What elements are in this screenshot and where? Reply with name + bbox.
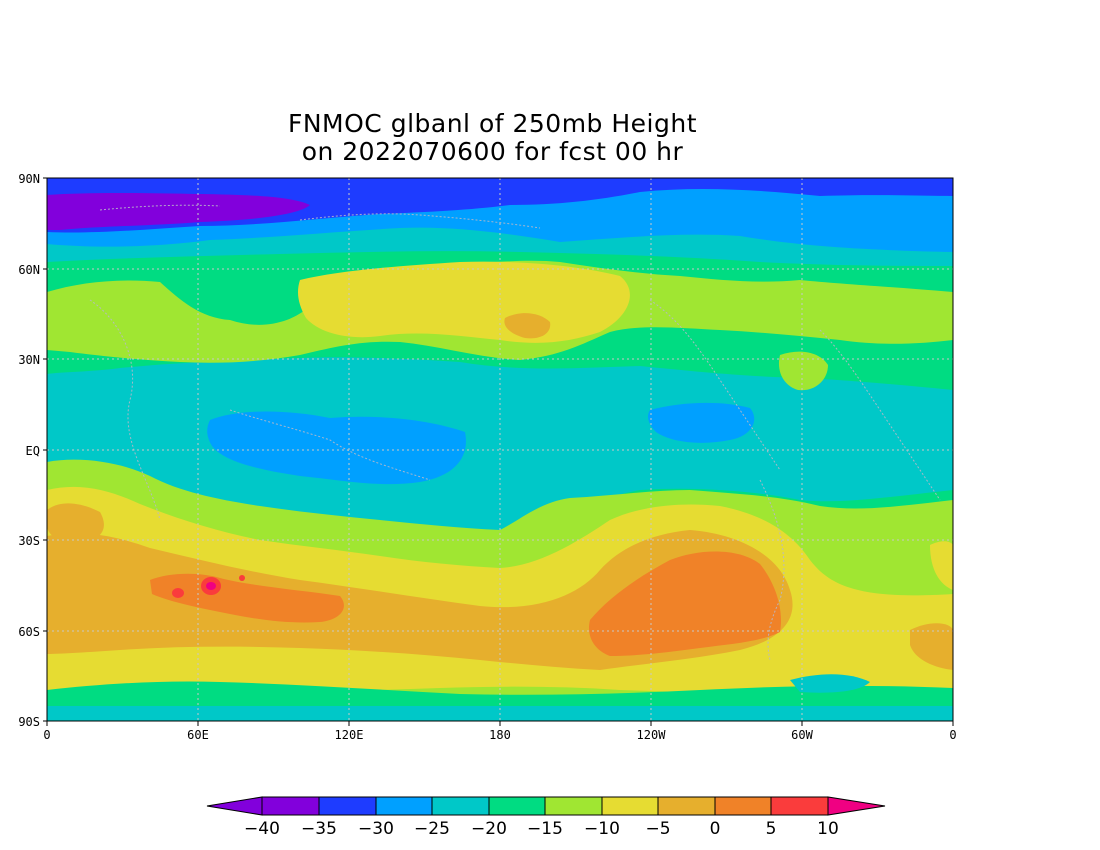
band-plus5-spot-1 bbox=[172, 588, 184, 598]
colorbar-cell-9 bbox=[714, 796, 772, 816]
colorbar-label-7: −10 bbox=[584, 819, 620, 839]
colorbar-cell-5 bbox=[488, 796, 546, 816]
title-line-1: FNMOC glbanl of 250mb Height bbox=[287, 109, 698, 138]
lat-label-30n: 30N bbox=[18, 353, 40, 367]
lon-label-0-right: 0 bbox=[949, 728, 956, 742]
band-minus5-sw bbox=[47, 503, 104, 544]
title-line-2: on 2022070600 for fcst 00 hr bbox=[301, 137, 684, 166]
band-minus30-tropic-west bbox=[207, 411, 466, 485]
band-minus10-north bbox=[298, 261, 630, 343]
band-minus5-north bbox=[504, 313, 551, 339]
lat-labels: 90N 60N 30N EQ 30S 60S 90S bbox=[18, 172, 40, 729]
band-plus5-spot-3 bbox=[239, 575, 245, 581]
lon-label-120e: 120E bbox=[335, 728, 364, 742]
band-minus30-tropic-east bbox=[648, 402, 755, 443]
colorbar-label-6: −15 bbox=[527, 819, 563, 839]
band-minus5-se bbox=[910, 623, 953, 670]
colorbar-label-5: −20 bbox=[471, 819, 507, 839]
lon-labels: 0 60E 120E 180 120W 60W 0 bbox=[43, 728, 956, 742]
band-plus10-spot bbox=[206, 582, 216, 590]
band-zero-south-pacific bbox=[588, 551, 782, 656]
lon-label-60e: 60E bbox=[187, 728, 209, 742]
colorbar-label-10: 5 bbox=[766, 819, 777, 839]
band-zero-south-indian bbox=[150, 573, 344, 623]
lat-label-90n: 90N bbox=[18, 172, 40, 186]
lat-label-60n: 60N bbox=[18, 263, 40, 277]
lon-label-0-left: 0 bbox=[43, 728, 50, 742]
colorbar-cell-2 bbox=[318, 796, 377, 816]
colorbar-cell-3 bbox=[375, 796, 433, 816]
colorbar-label-8: −5 bbox=[645, 819, 670, 839]
lat-label-60s: 60S bbox=[18, 625, 40, 639]
band-minus15-ne bbox=[778, 351, 828, 391]
filled-contours bbox=[47, 178, 953, 721]
colorbar-label-2: −35 bbox=[301, 819, 337, 839]
band-minus40-north bbox=[47, 193, 310, 230]
lat-label-eq: EQ bbox=[26, 444, 40, 458]
colorbar-arrow-left bbox=[206, 796, 263, 816]
band-minus25-south-blob bbox=[790, 674, 870, 693]
gridlines bbox=[47, 178, 953, 721]
colorbar-cell-6 bbox=[544, 796, 603, 816]
chart-title: FNMOC glbanl of 250mb Height on 20220706… bbox=[160, 110, 825, 166]
colorbar-label-1: −40 bbox=[244, 819, 280, 839]
colorbar-cell-7 bbox=[601, 796, 659, 816]
axis-ticks bbox=[43, 177, 954, 726]
lat-label-30s: 30S bbox=[18, 534, 40, 548]
lat-label-90s: 90S bbox=[18, 715, 40, 729]
band-minus10-se bbox=[930, 541, 953, 590]
colorbar-arrow-right bbox=[827, 796, 886, 816]
colorbar bbox=[206, 796, 886, 816]
colorbar-label-11: 10 bbox=[817, 819, 839, 839]
band-minus15-nw bbox=[57, 298, 110, 337]
band-minus35-north-core bbox=[47, 180, 953, 213]
colorbar-labels: −40 −35 −30 −25 −20 −15 −10 −5 0 5 10 bbox=[244, 819, 839, 839]
colorbar-cell-1 bbox=[261, 796, 320, 816]
coastlines bbox=[89, 204, 941, 661]
colorbar-label-9: 0 bbox=[710, 819, 721, 839]
colorbar-cell-4 bbox=[431, 796, 490, 816]
lon-label-180: 180 bbox=[489, 728, 511, 742]
colorbar-cell-8 bbox=[657, 796, 716, 816]
colorbar-label-4: −25 bbox=[414, 819, 450, 839]
colorbar-cell-10 bbox=[770, 796, 829, 816]
colorbar-label-3: −30 bbox=[358, 819, 394, 839]
lon-label-60w: 60W bbox=[791, 728, 813, 742]
lon-label-120w: 120W bbox=[637, 728, 667, 742]
